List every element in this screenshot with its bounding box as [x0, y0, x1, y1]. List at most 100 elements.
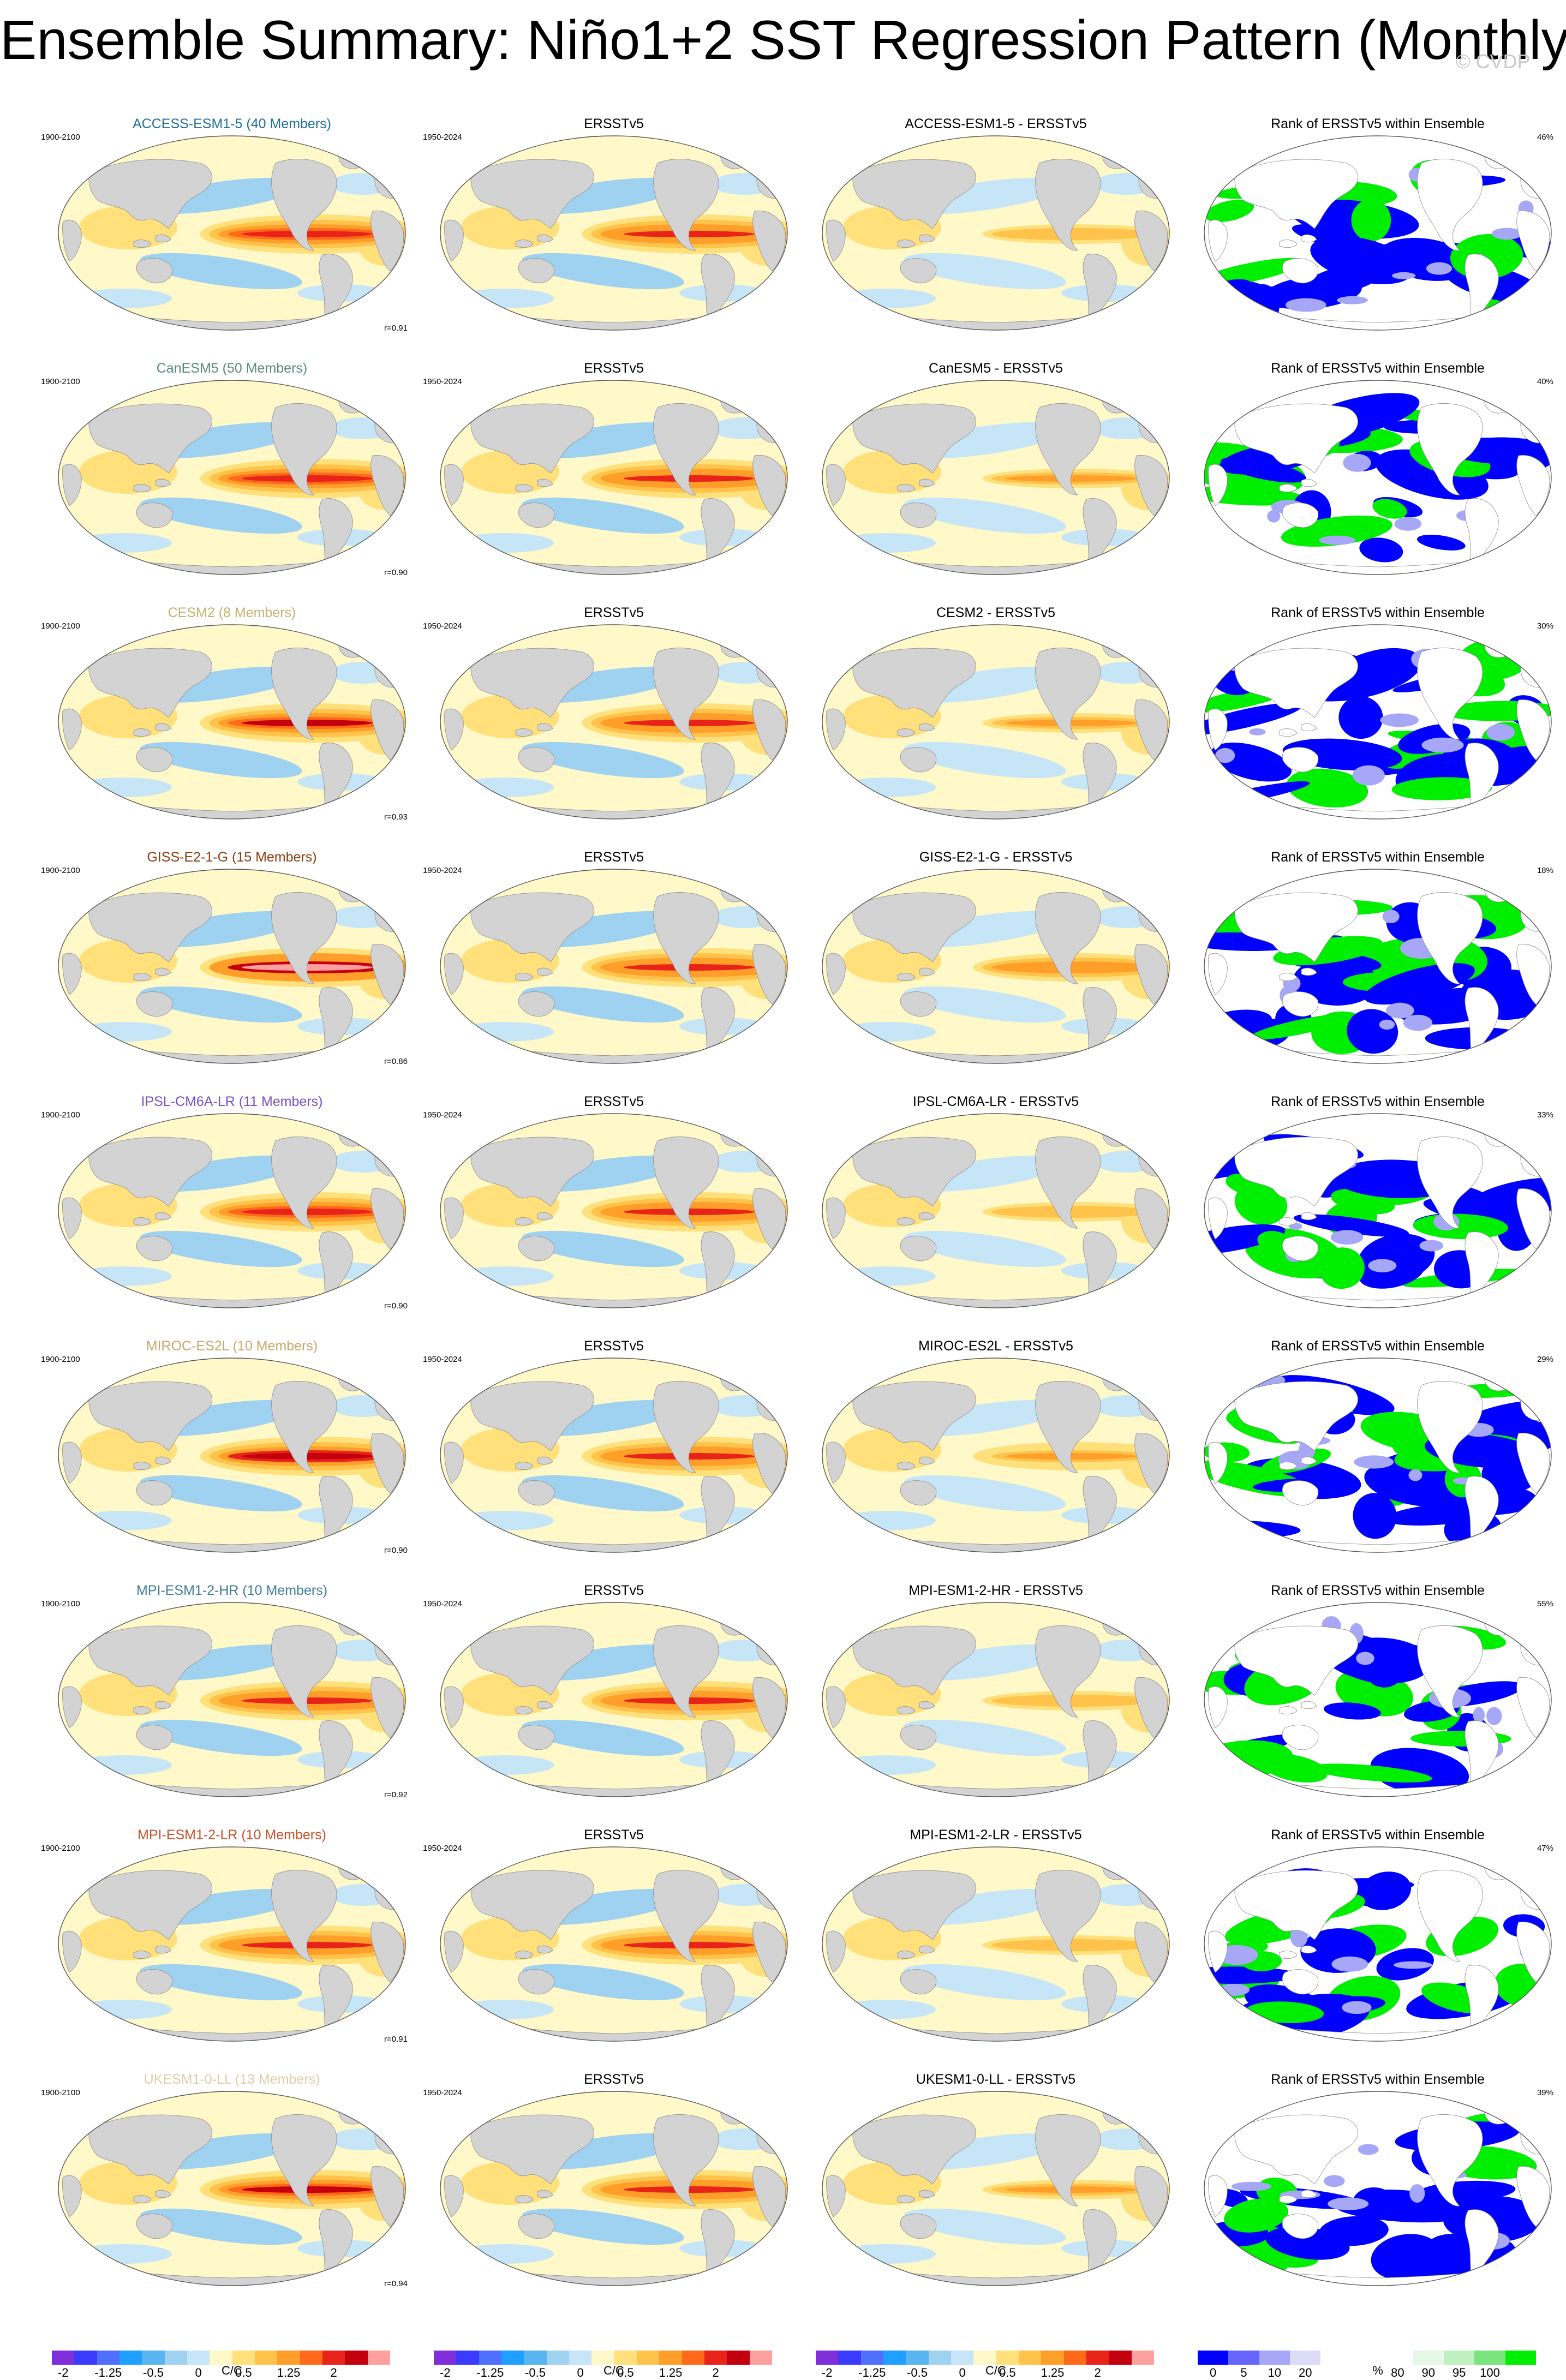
panel-row: MPI-ESM1-2-LR (10 Members) 1900-2100 r=0.9…: [0, 1823, 1566, 2067]
panel-title: ACCESS-ESM1-5 - ERSSTv5: [905, 116, 1087, 131]
rank-panel: Rank of ERSSTv5 within Ensemble 33%: [1187, 1090, 1566, 1334]
regression-colorbar: -2 -1.25 -0.5 0 0.5 1.25 2 C/C: [805, 2348, 1187, 2379]
colorbar-swatch: [1086, 2351, 1109, 2365]
colorbar-swatch: [1063, 2351, 1087, 2365]
difference-panel: UKESM1-0-LL - ERSSTv5: [805, 2067, 1187, 2312]
colorbar-tick-label: 0: [195, 2366, 202, 2379]
regression-map: [58, 624, 406, 820]
difference-map: [822, 1846, 1170, 2042]
rank-map: [1204, 380, 1552, 575]
difference-map: [822, 135, 1170, 331]
panel-title: Rank of ERSSTv5 within Ensemble: [1271, 605, 1485, 620]
rank-percent-label: 33%: [1537, 1110, 1553, 1120]
panel-title: GISS-E2-1-G - ERSSTv5: [919, 850, 1073, 865]
panel-title: Rank of ERSSTv5 within Ensemble: [1271, 116, 1485, 131]
colorbar-swatch: [637, 2351, 660, 2365]
colorbar-swatch: [434, 2351, 457, 2365]
difference-panel: ACCESS-ESM1-5 - ERSSTv5: [805, 112, 1187, 356]
colorbar-swatch: [906, 2351, 929, 2365]
obs-panel: ERSSTv5 1950-2024: [423, 601, 805, 845]
rank-panel: Rank of ERSSTv5 within Ensemble 30%: [1187, 601, 1566, 845]
obs-panel: ERSSTv5 1950-2024: [423, 845, 805, 1090]
rank-panel: Rank of ERSSTv5 within Ensemble 40%: [1187, 356, 1566, 601]
panel-title: IPSL-CM6A-LR - ERSSTv5: [912, 1094, 1079, 1109]
difference-panel: CESM2 - ERSSTv5: [805, 601, 1187, 845]
obs-panel: ERSSTv5 1950-2024: [423, 2067, 805, 2312]
panel-title: Rank of ERSSTv5 within Ensemble: [1271, 2072, 1485, 2087]
period-label: 1950-2024: [423, 1355, 462, 1364]
colorbar-swatch: [816, 2351, 839, 2365]
rank-percent-label: 39%: [1537, 2088, 1553, 2097]
colorbar-tick-label: -0.5: [143, 2366, 164, 2379]
panel-title: ERSSTv5: [584, 850, 644, 865]
panel-row: MIROC-ES2L (10 Members) 1900-2100 r=0.90 ER…: [0, 1334, 1566, 1578]
colorbar-tick-label: 20: [1299, 2366, 1312, 2379]
period-label: 1950-2024: [423, 866, 462, 875]
period-label: 1900-2100: [41, 1355, 80, 1364]
panel-title: MPI-ESM1-2-HR (10 Members): [136, 1583, 328, 1598]
panel-title: ERSSTv5: [584, 1338, 644, 1354]
page-title: Ensemble Summary: Niño1+2 SST Regression…: [0, 10, 1566, 71]
difference-panel: CanESM5 - ERSSTv5: [805, 356, 1187, 601]
obs-panel: ERSSTv5 1950-2024: [423, 1090, 805, 1334]
panel-title: ERSSTv5: [584, 605, 644, 620]
rank-colorbar: 0 5 10 20 80 90 95 100%: [1187, 2348, 1566, 2379]
period-label: 1900-2100: [41, 2088, 80, 2097]
colorbar-unit-label: C/C: [222, 2364, 242, 2377]
model-panel: GISS-E2-1-G (15 Members) 1900-2100 r=0.86: [41, 845, 423, 1090]
regression-map: [58, 1113, 406, 1308]
difference-panel: IPSL-CM6A-LR - ERSSTv5: [805, 1090, 1187, 1334]
obs-panel: ERSSTv5 1950-2024: [423, 112, 805, 356]
model-panel: CanESM5 (50 Members) 1900-2100 r=0.90: [41, 356, 423, 601]
model-panel: MPI-ESM1-2-HR (10 Members) 1900-2100 r=0.9…: [41, 1578, 423, 1823]
rank-map: [1204, 1846, 1552, 2042]
panel-title: ERSSTv5: [584, 2072, 644, 2087]
colorbar-tick-label: 0.5: [999, 2366, 1016, 2379]
correlation-label: r=0.94: [384, 2279, 408, 2288]
regression-map: [440, 135, 788, 331]
panel-title: MIROC-ES2L - ERSSTv5: [918, 1338, 1073, 1354]
colorbar-swatch: [210, 2351, 233, 2365]
colorbar-tick-label: 5: [1240, 2366, 1247, 2379]
colorbar-swatch: [1228, 2351, 1260, 2365]
regression-map: [440, 1846, 788, 2042]
panel-title: Rank of ERSSTv5 within Ensemble: [1271, 361, 1485, 376]
colorbar-unit-label: C/C: [603, 2364, 624, 2377]
colorbar-tick-label: 1.25: [1041, 2366, 1065, 2379]
correlation-label: r=0.90: [384, 1301, 408, 1311]
rank-percent-label: 55%: [1537, 1599, 1553, 1608]
panel-title: ERSSTv5: [584, 1094, 644, 1109]
period-label: 1900-2100: [41, 1599, 80, 1608]
rank-percent-label: 18%: [1537, 866, 1553, 875]
period-label: 1900-2100: [41, 621, 80, 631]
difference-map: [822, 869, 1170, 1064]
panel-title: ERSSTv5: [584, 1583, 644, 1598]
colorbar-swatch: [996, 2351, 1019, 2365]
colorbar-tick-label: -2: [57, 2366, 69, 2379]
regression-map: [58, 2091, 406, 2286]
colorbar-tick-label: 2: [1094, 2366, 1101, 2379]
difference-map: [822, 1358, 1170, 1553]
colorbar-swatch: [591, 2351, 615, 2365]
panel-title: MPI-ESM1-2-LR - ERSSTv5: [910, 1827, 1082, 1843]
rank-map: [1204, 2091, 1552, 2286]
model-panel: CESM2 (8 Members) 1900-2100 r=0.93: [41, 601, 423, 845]
period-label: 1900-2100: [41, 866, 80, 875]
regression-map: [58, 1846, 406, 2042]
regression-map: [58, 1358, 406, 1553]
correlation-label: r=0.90: [384, 568, 408, 577]
colorbar-tick-label: 10: [1268, 2366, 1282, 2379]
panel-title: Rank of ERSSTv5 within Ensemble: [1271, 1094, 1485, 1109]
difference-map: [822, 1602, 1170, 1797]
colorbar-swatch: [142, 2351, 165, 2365]
correlation-label: r=0.90: [384, 1546, 408, 1555]
regression-map: [440, 2091, 788, 2286]
colorbar-swatch: [1041, 2351, 1065, 2365]
panel-title: ERSSTv5: [584, 116, 644, 131]
colorbar-swatch: [119, 2351, 142, 2365]
regression-map: [440, 869, 788, 1064]
panel-title: Rank of ERSSTv5 within Ensemble: [1271, 850, 1485, 865]
colorbar-swatch: [838, 2351, 862, 2365]
panel-title: ERSSTv5: [584, 1827, 644, 1843]
model-panel: UKESM1-0-LL (13 Members) 1900-2100 r=0.94: [41, 2067, 423, 2312]
